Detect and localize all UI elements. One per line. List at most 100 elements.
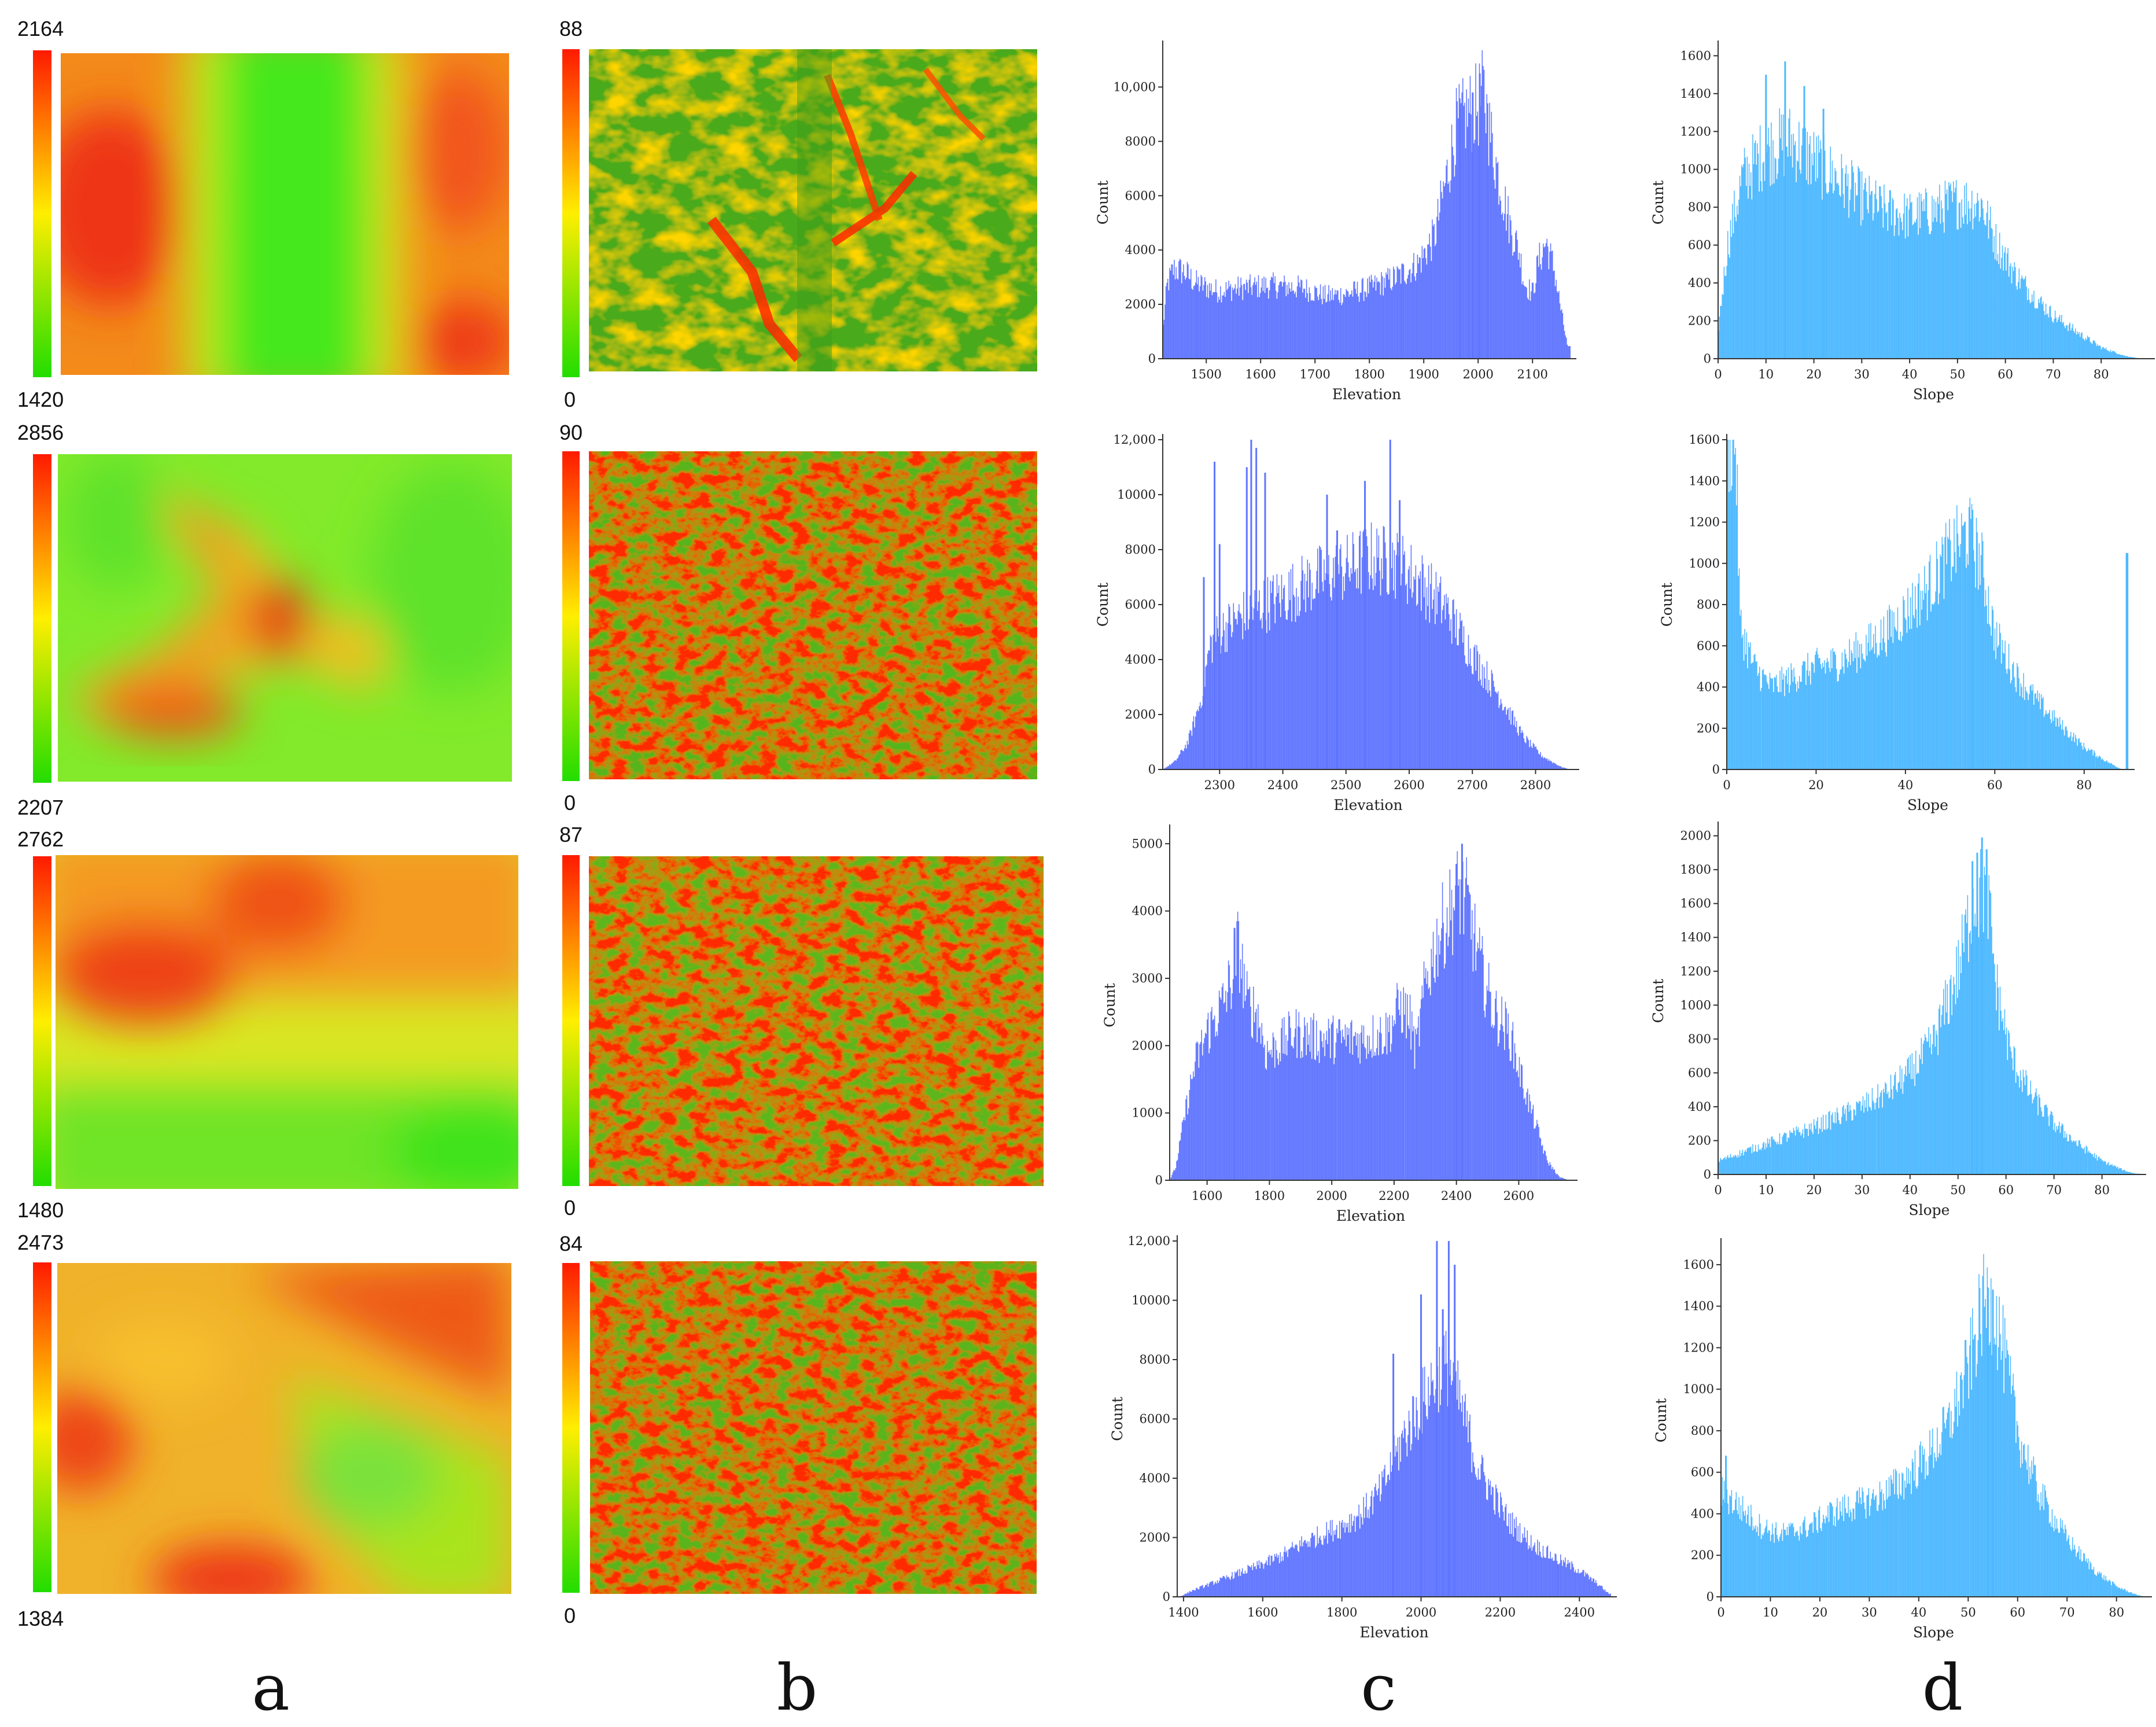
slope-legend-max: 90 xyxy=(559,421,583,444)
x-tick-label: 2000 xyxy=(1316,1189,1347,1203)
histogram-bars xyxy=(1721,1254,2146,1597)
x-axis-label: Elevation xyxy=(1336,1207,1405,1224)
x-tick-label: 0 xyxy=(1717,1606,1724,1619)
histogram-spike xyxy=(1992,1289,1994,1597)
y-tick-label: 800 xyxy=(1691,1424,1714,1438)
elevation-legend-2: 2856 2207 xyxy=(17,421,64,819)
histogram-bars xyxy=(1718,849,2140,1174)
histogram-2: 0 10 20 30 40 50 60 70 8002004006008001000120014… xyxy=(1650,40,2155,403)
y-axis-label: Count xyxy=(1109,1397,1126,1441)
y-tick-label: 1000 xyxy=(1689,557,1720,570)
histogram-spike xyxy=(1455,864,1458,1180)
slope-legend-4: 84 0 xyxy=(559,1232,583,1627)
histogram-spike xyxy=(1971,861,1974,1174)
elevation-legend-min: 1384 xyxy=(17,1607,64,1630)
y-tick-label: 6000 xyxy=(1125,189,1156,202)
histogram-spike xyxy=(1392,1353,1395,1597)
y-tick-label: 1600 xyxy=(1683,1258,1714,1272)
x-tick-label: 2000 xyxy=(1406,1606,1436,1619)
elevation-legend-max: 2762 xyxy=(17,827,64,851)
x-tick-label: 0 xyxy=(1714,1183,1722,1197)
y-axis-label: Count xyxy=(1650,181,1667,224)
x-tick-label: 70 xyxy=(2046,367,2061,381)
histogram-bars xyxy=(1163,522,1573,769)
y-tick-label: 1200 xyxy=(1680,964,1711,978)
histogram-spike xyxy=(1454,1265,1456,1597)
histogram-spike xyxy=(2125,553,2128,769)
x-tick-label: 60 xyxy=(2010,1606,2025,1619)
caption-b: b xyxy=(777,1651,817,1725)
elevation-legend-max: 2473 xyxy=(17,1231,64,1254)
y-tick-label: 0 xyxy=(1707,1590,1714,1604)
elevation-map-2 xyxy=(58,454,512,782)
x-tick-label: 1900 xyxy=(1408,367,1439,381)
slope-legend-max: 88 xyxy=(559,17,583,40)
y-tick-label: 12,000 xyxy=(1128,1234,1170,1248)
x-tick-label: 50 xyxy=(1960,1606,1976,1619)
histogram-5: 1600 1800 2000 2200 2400 2600 0 1000 2000 3000 400… xyxy=(1101,824,1578,1224)
y-tick-label: 1400 xyxy=(1683,1299,1714,1313)
y-axis-label: Count xyxy=(1094,583,1111,627)
y-tick-label: 10,000 xyxy=(1114,80,1156,94)
y-axis-label: Count xyxy=(1659,583,1675,627)
y-tick-label: 8000 xyxy=(1125,134,1156,148)
x-tick-label: 10 xyxy=(1763,1606,1778,1619)
histogram-spike xyxy=(1255,448,1258,769)
histogram-4: 0 20 40 60 8002004006008001000120014001600Sl… xyxy=(1659,433,2135,813)
y-tick-label: 400 xyxy=(1688,276,1711,290)
y-tick-label: 0 xyxy=(1704,352,1711,366)
y-tick-label: 8000 xyxy=(1125,543,1156,557)
y-tick-label: 8000 xyxy=(1140,1353,1170,1367)
y-tick-label: 1200 xyxy=(1683,1341,1714,1354)
x-axis-label: Elevation xyxy=(1359,1624,1428,1641)
x-tick-label: 2000 xyxy=(1462,367,1493,381)
x-axis-label: Slope xyxy=(1909,1202,1950,1218)
y-tick-label: 2000 xyxy=(1125,297,1156,311)
x-tick-label: 1800 xyxy=(1254,1189,1285,1203)
slope-legend-min: 0 xyxy=(564,1196,576,1220)
y-tick-label: 3000 xyxy=(1132,971,1163,985)
elevation-legend-min: 1420 xyxy=(17,388,64,411)
histogram-spike xyxy=(1987,1287,1989,1597)
y-tick-label: 4000 xyxy=(1132,904,1163,918)
x-tick-label: 1500 xyxy=(1191,367,1221,381)
x-tick-label: 2600 xyxy=(1394,778,1424,792)
y-tick-label: 1400 xyxy=(1680,87,1711,101)
x-tick-label: 1700 xyxy=(1299,367,1330,381)
slope-map-4 xyxy=(590,1261,1037,1594)
x-tick-label: 2700 xyxy=(1457,778,1488,792)
histogram-spike xyxy=(1442,1309,1444,1597)
slope-legend-max: 87 xyxy=(559,823,583,846)
y-tick-label: 600 xyxy=(1691,1465,1714,1479)
y-tick-label: 1200 xyxy=(1680,124,1711,138)
y-axis-label: Count xyxy=(1101,983,1118,1027)
y-tick-label: 400 xyxy=(1691,1507,1714,1520)
x-tick-label: 30 xyxy=(1862,1606,1877,1619)
y-tick-label: 4000 xyxy=(1125,243,1156,257)
histogram-spike xyxy=(1976,852,1978,1174)
x-tick-label: 2200 xyxy=(1485,1606,1516,1619)
histogram-spike xyxy=(1461,844,1463,1180)
elevation-map-4 xyxy=(57,1263,511,1594)
elevation-legend-min: 1480 xyxy=(17,1198,64,1222)
histogram-bars xyxy=(1163,50,1571,359)
x-tick-label: 70 xyxy=(2059,1606,2075,1619)
x-tick-label: 70 xyxy=(2046,1183,2062,1197)
y-tick-label: 2000 xyxy=(1132,1039,1163,1052)
histogram-spike xyxy=(1203,577,1205,769)
x-tick-label: 20 xyxy=(1812,1606,1828,1619)
histogram-8: 0 10 20 30 40 50 60 70 8002004006008001000120014… xyxy=(1653,1238,2152,1641)
x-tick-label: 60 xyxy=(1987,778,2003,792)
histogram-spike xyxy=(1971,510,1974,769)
x-tick-label: 10 xyxy=(1759,1183,1774,1197)
x-tick-label: 2600 xyxy=(1503,1189,1534,1203)
x-tick-label: 40 xyxy=(1902,1183,1918,1197)
y-tick-label: 4000 xyxy=(1140,1471,1170,1485)
x-tick-label: 40 xyxy=(1898,778,1914,792)
slope-legend-min: 0 xyxy=(564,1604,576,1627)
x-tick-label: 10 xyxy=(1758,367,1774,381)
x-tick-label: 40 xyxy=(1911,1606,1926,1619)
x-tick-label: 2200 xyxy=(1379,1189,1409,1203)
x-tick-label: 2800 xyxy=(1520,778,1551,792)
x-tick-label: 30 xyxy=(1854,1183,1870,1197)
